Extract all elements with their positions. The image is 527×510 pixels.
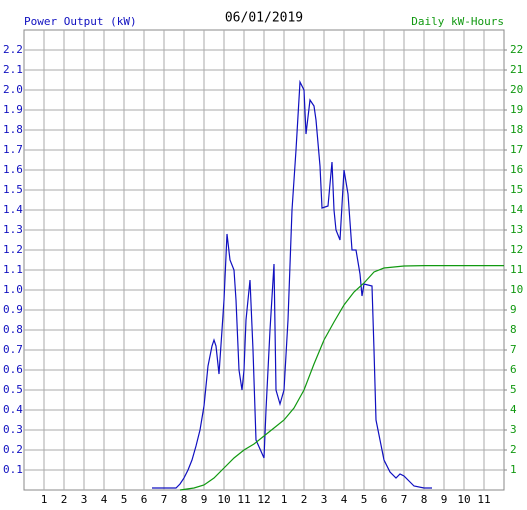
x-tick-label: 9 — [441, 493, 448, 506]
y2-tick-label: 22 — [510, 43, 523, 56]
x-tick-label: 10 — [457, 493, 470, 506]
y-tick-label: 1.3 — [3, 223, 23, 236]
y2-tick-label: 11 — [510, 263, 523, 276]
y2-tick-label: 5 — [510, 383, 517, 396]
x-tick-label: 2 — [301, 493, 308, 506]
y-tick-label: 2.2 — [3, 43, 23, 56]
y-tick-label: 2.0 — [3, 83, 23, 96]
x-tick-label: 12 — [257, 493, 270, 506]
y-tick-label: 0.3 — [3, 423, 23, 436]
x-tick-label: 9 — [201, 493, 208, 506]
y2-tick-label: 19 — [510, 103, 523, 116]
y-tick-label: 1.4 — [3, 203, 23, 216]
y-tick-label: 0.1 — [3, 463, 23, 476]
y2-tick-label: 3 — [510, 423, 517, 436]
y2-axis-label: Daily kW-Hours — [411, 15, 504, 28]
y-tick-label: 1.1 — [3, 263, 23, 276]
y-tick-label: 0.8 — [3, 323, 23, 336]
y2-tick-label: 1 — [510, 463, 517, 476]
y-tick-label: 1.8 — [3, 123, 23, 136]
y2-tick-label: 6 — [510, 363, 517, 376]
y-tick-label: 0.4 — [3, 403, 23, 416]
y-tick-label: 1.5 — [3, 183, 23, 196]
x-tick-label: 1 — [41, 493, 48, 506]
y-tick-label: 0.9 — [3, 303, 23, 316]
y-tick-label: 0.7 — [3, 343, 23, 356]
x-tick-label: 6 — [381, 493, 388, 506]
x-tick-label: 8 — [181, 493, 188, 506]
x-tick-label: 1 — [281, 493, 288, 506]
chart-title: 06/01/2019 — [225, 11, 303, 26]
y2-tick-label: 16 — [510, 163, 523, 176]
y-tick-label: 1.2 — [3, 243, 23, 256]
y2-tick-label: 20 — [510, 83, 523, 96]
x-tick-label: 7 — [401, 493, 408, 506]
y2-tick-label: 15 — [510, 183, 523, 196]
y-tick-label: 1.9 — [3, 103, 23, 116]
y2-tick-label: 7 — [510, 343, 517, 356]
y-tick-label: 0.6 — [3, 363, 23, 376]
y-tick-label: 1.0 — [3, 283, 23, 296]
y2-tick-label: 4 — [510, 403, 517, 416]
y2-tick-label: 8 — [510, 323, 517, 336]
x-tick-label: 8 — [421, 493, 428, 506]
data-line — [152, 79, 432, 489]
y-tick-label: 1.7 — [3, 143, 23, 156]
y2-tick-label: 14 — [510, 203, 524, 216]
y2-tick-label: 21 — [510, 63, 523, 76]
y-tick-label: 1.6 — [3, 163, 23, 176]
y2-tick-label: 17 — [510, 143, 523, 156]
y2-tick-label: 9 — [510, 303, 517, 316]
y2-tick-label: 2 — [510, 443, 517, 456]
data-line — [179, 265, 504, 491]
x-tick-label: 5 — [121, 493, 128, 506]
x-tick-label: 5 — [361, 493, 368, 506]
x-tick-label: 4 — [341, 493, 348, 506]
x-tick-label: 4 — [101, 493, 108, 506]
y-tick-label: 0.2 — [3, 443, 23, 456]
x-tick-label: 3 — [81, 493, 88, 506]
y2-tick-label: 18 — [510, 123, 523, 136]
x-tick-label: 10 — [217, 493, 230, 506]
x-tick-label: 6 — [141, 493, 148, 506]
y-tick-label: 2.1 — [3, 63, 23, 76]
x-tick-label: 3 — [321, 493, 328, 506]
x-tick-label: 11 — [477, 493, 490, 506]
x-tick-label: 11 — [237, 493, 250, 506]
y2-tick-label: 12 — [510, 243, 523, 256]
y-axis-label: Power Output (kW) — [24, 15, 137, 28]
x-tick-label: 2 — [61, 493, 68, 506]
y2-tick-label: 13 — [510, 223, 523, 236]
y2-tick-label: 10 — [510, 283, 523, 296]
y-tick-label: 0.5 — [3, 383, 23, 396]
x-tick-label: 7 — [161, 493, 168, 506]
